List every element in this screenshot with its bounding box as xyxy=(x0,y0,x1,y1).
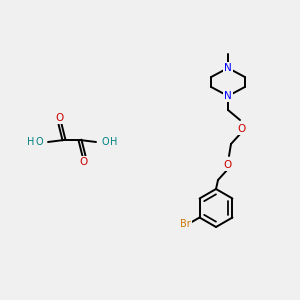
Text: O: O xyxy=(35,137,43,147)
Text: N: N xyxy=(224,63,232,73)
Text: O: O xyxy=(101,137,109,147)
Text: O: O xyxy=(56,113,64,123)
Text: H: H xyxy=(27,137,34,147)
Text: O: O xyxy=(237,124,245,134)
Text: H: H xyxy=(110,137,117,147)
Text: O: O xyxy=(80,157,88,167)
Text: Br: Br xyxy=(180,219,191,229)
Text: O: O xyxy=(224,160,232,170)
Text: N: N xyxy=(224,91,232,101)
